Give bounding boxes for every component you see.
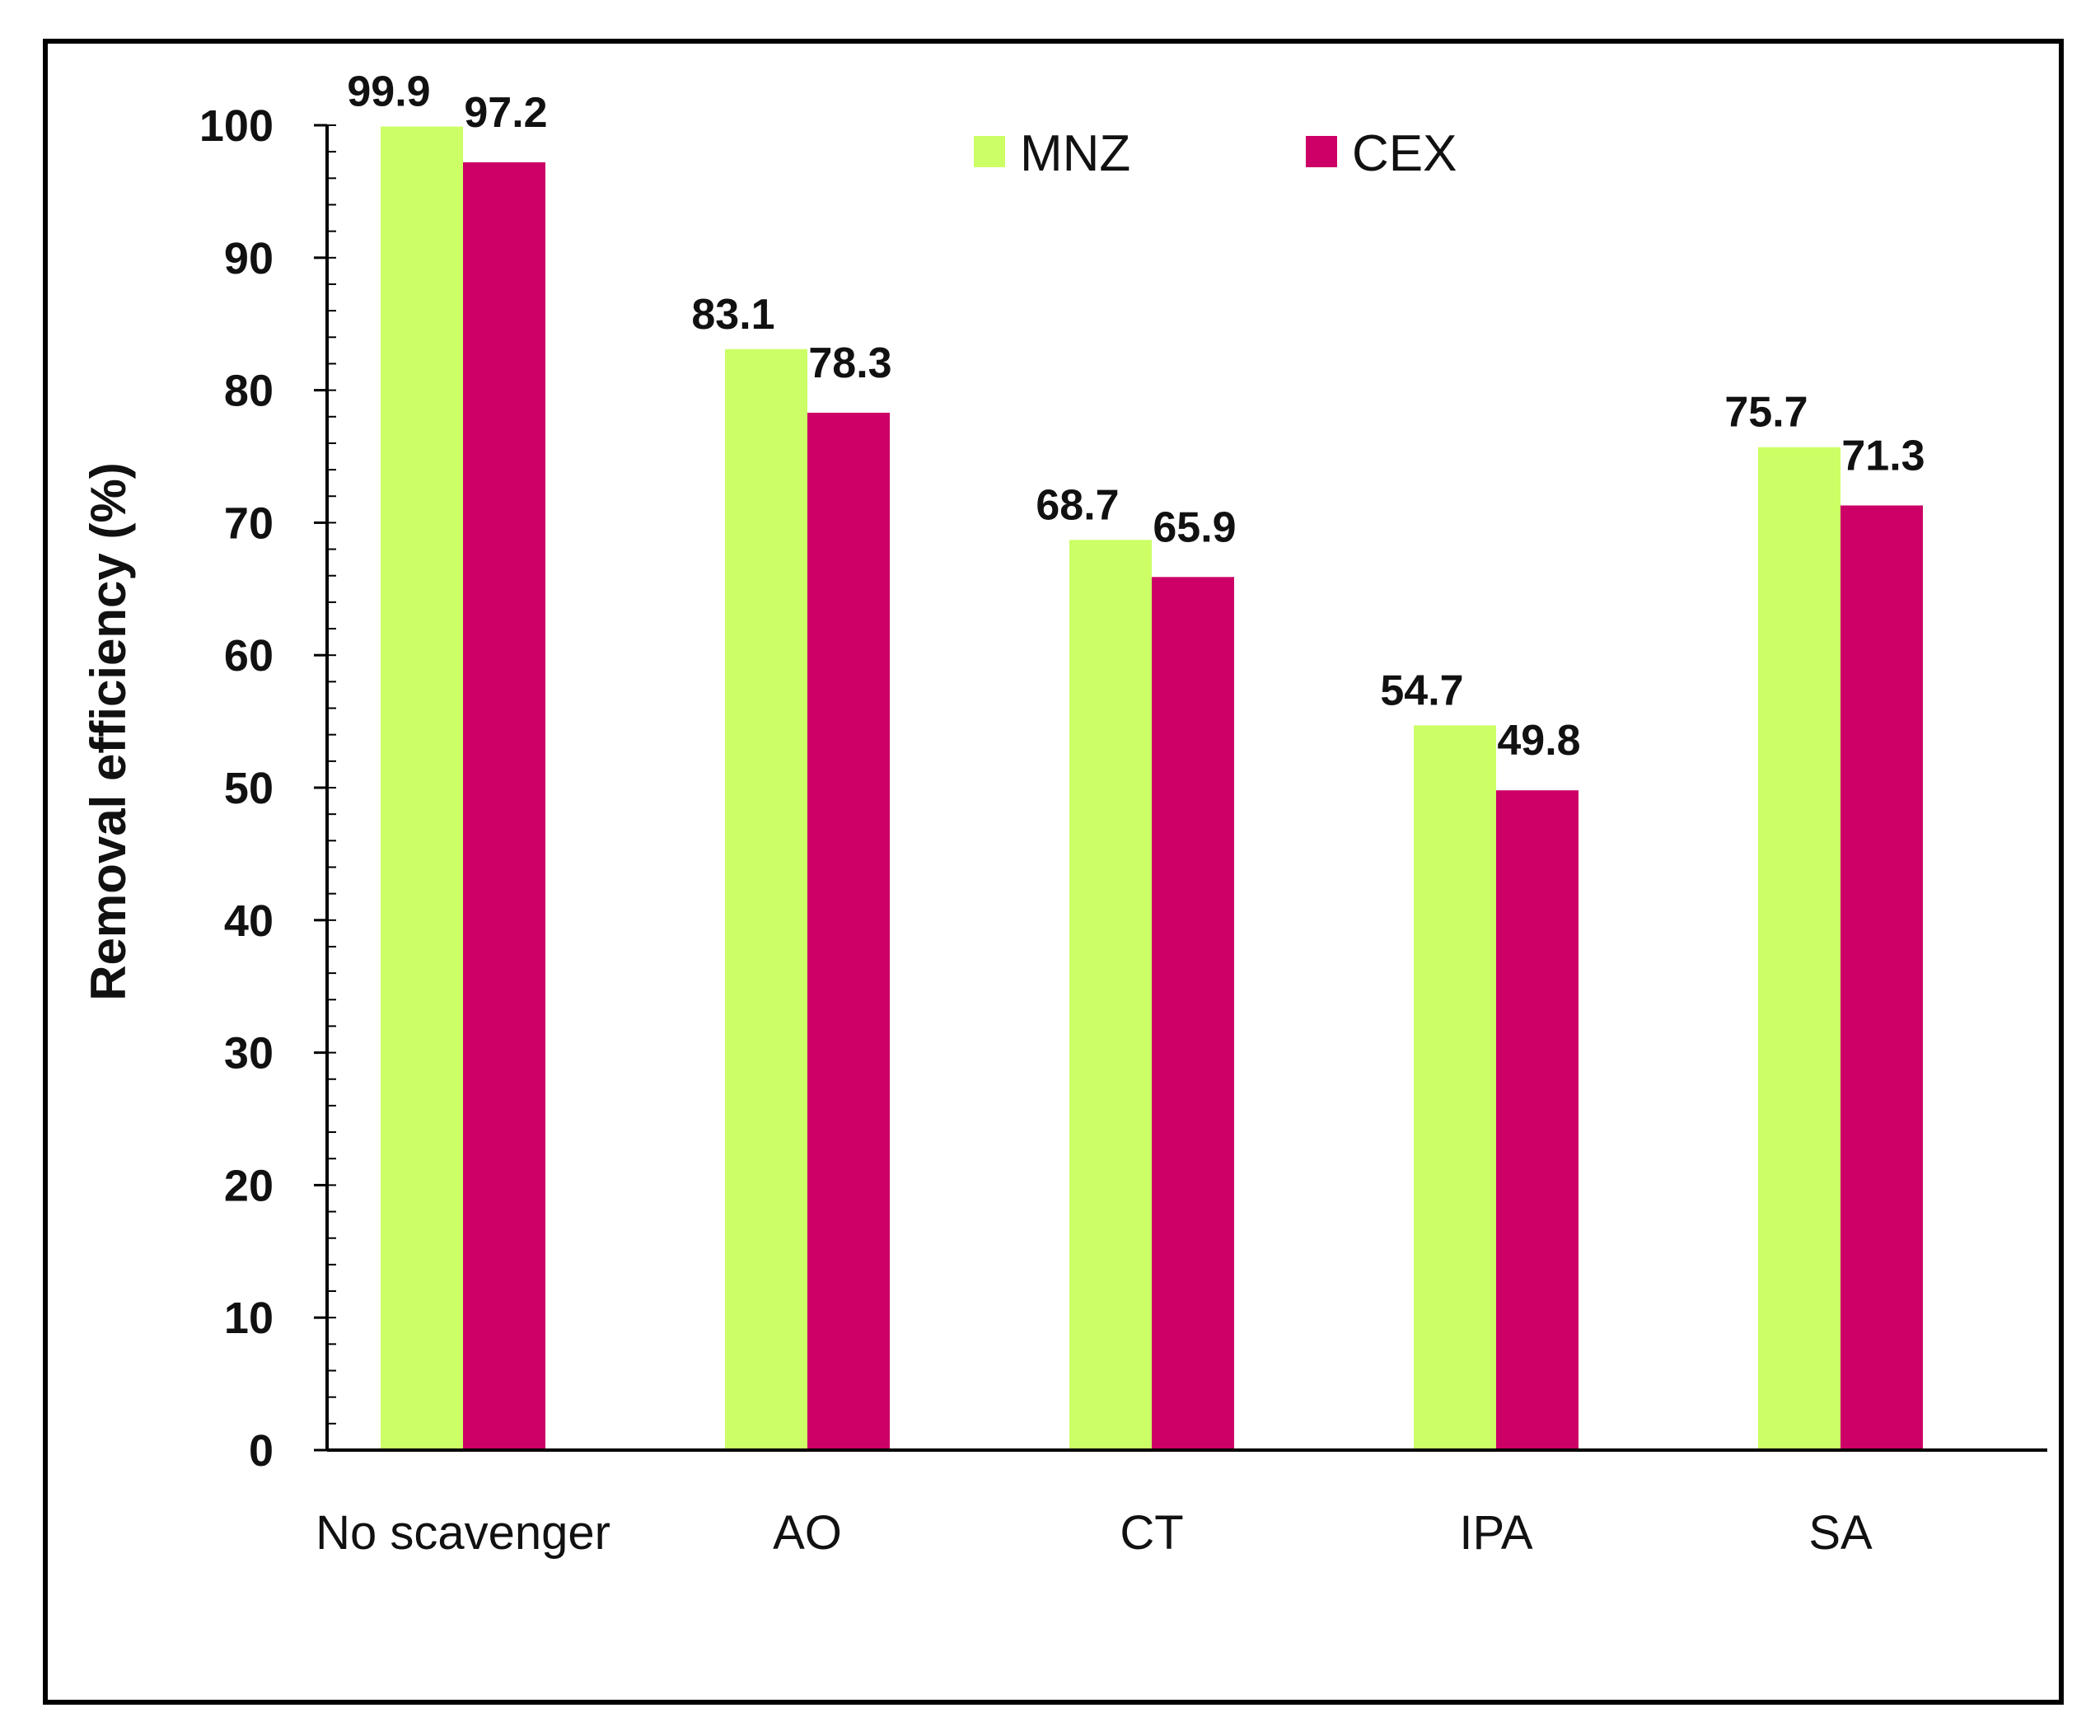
- y-tick-label: 70: [224, 498, 274, 548]
- y-tick-label: 10: [224, 1294, 274, 1343]
- bar-mnz-2: [1069, 540, 1152, 1451]
- bar-cex-0: [463, 162, 545, 1450]
- bar-cex-3: [1496, 790, 1579, 1450]
- x-tick-label: No scavenger: [316, 1506, 610, 1560]
- legend-label-cex: CEX: [1352, 125, 1457, 182]
- legend: MNZ CEX: [974, 125, 1457, 182]
- data-label-mnz-2: 68.7: [1036, 481, 1119, 529]
- bar-cex-2: [1152, 577, 1234, 1450]
- data-label-mnz-1: 83.1: [691, 291, 774, 339]
- y-tick-labels: 0 10 20 30 40 50 60 70 80 90 100: [199, 101, 274, 1476]
- bar-mnz-1: [725, 349, 807, 1451]
- y-tick-label: 60: [224, 631, 274, 681]
- legend-label-mnz: MNZ: [1020, 125, 1130, 182]
- y-tick-label: 50: [224, 764, 274, 813]
- y-tick-label: 80: [224, 367, 274, 416]
- bar-mnz-4: [1758, 447, 1840, 1450]
- x-tick-labels: No scavenger AO CT IPA SA: [316, 1506, 1873, 1560]
- bar-mnz-3: [1414, 725, 1496, 1450]
- y-axis-title: Removal efficiency (%): [81, 462, 136, 1001]
- legend-swatch-cex: [1306, 136, 1337, 167]
- data-labels: 99.9 97.2 83.1 78.3 68.7 65.9 54.7 49.8 75.7 71.3: [347, 68, 1925, 765]
- data-label-cex-2: 65.9: [1153, 503, 1236, 551]
- data-label-mnz-0: 99.9: [347, 68, 430, 116]
- data-label-cex-4: 71.3: [1841, 432, 1925, 480]
- x-tick-label: IPA: [1459, 1506, 1532, 1560]
- bar-cex-4: [1840, 505, 1923, 1450]
- x-tick-label: CT: [1120, 1506, 1183, 1560]
- data-label-mnz-3: 54.7: [1380, 667, 1463, 714]
- x-tick-label: SA: [1808, 1506, 1873, 1560]
- data-label-cex-0: 97.2: [464, 89, 547, 137]
- bar-cex-1: [807, 412, 890, 1450]
- y-tick-label: 100: [199, 101, 274, 151]
- y-tick-label: 0: [249, 1426, 274, 1476]
- data-label-cex-3: 49.8: [1497, 717, 1580, 765]
- y-tick-label: 20: [224, 1161, 274, 1210]
- y-major-ticks: [314, 124, 327, 1452]
- data-label-cex-1: 78.3: [808, 339, 891, 387]
- y-tick-label: 90: [224, 234, 274, 283]
- y-tick-label: 30: [224, 1029, 274, 1079]
- legend-swatch-mnz: [974, 136, 1005, 167]
- bars: [381, 126, 1923, 1451]
- x-tick-label: AO: [773, 1506, 842, 1560]
- y-tick-label: 40: [224, 896, 274, 946]
- bar-mnz-0: [381, 126, 463, 1450]
- data-label-mnz-4: 75.7: [1724, 389, 1808, 437]
